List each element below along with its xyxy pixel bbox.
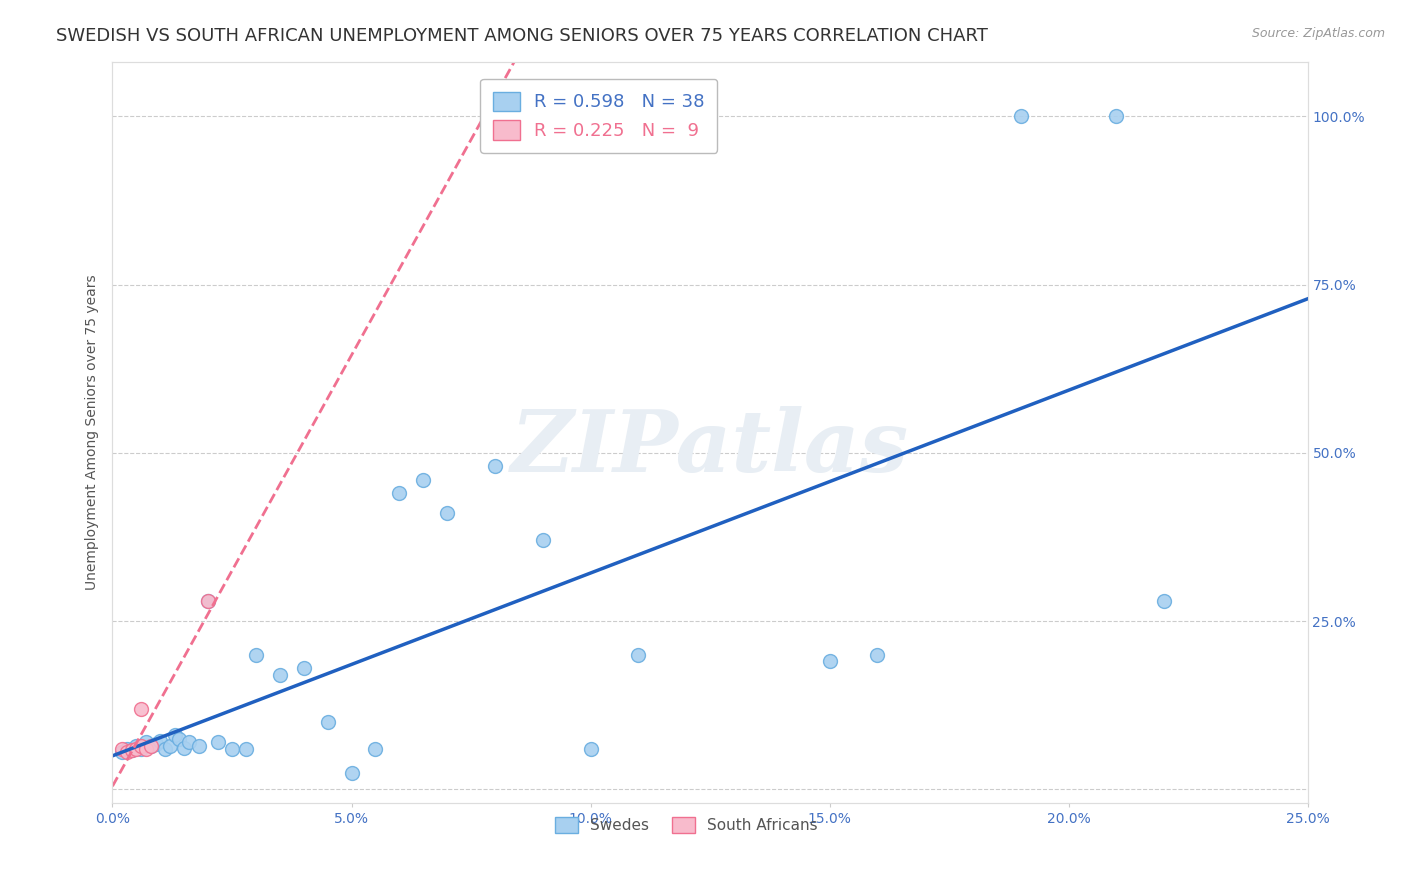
Point [115, 742, 138, 756]
Point [129, 739, 152, 753]
Point [269, 668, 291, 682]
Point [197, 594, 219, 608]
Point [316, 714, 339, 729]
Point [129, 742, 152, 756]
Point [129, 701, 152, 715]
Point [153, 742, 176, 756]
Point [163, 729, 186, 743]
Point [579, 742, 602, 756]
Point [149, 734, 172, 748]
Point [139, 739, 162, 753]
Point [1010, 109, 1032, 123]
Text: Source: ZipAtlas.com: Source: ZipAtlas.com [1251, 27, 1385, 40]
Point [292, 661, 315, 675]
Text: SWEDISH VS SOUTH AFRICAN UNEMPLOYMENT AMONG SENIORS OVER 75 YEARS CORRELATION CH: SWEDISH VS SOUTH AFRICAN UNEMPLOYMENT AM… [56, 27, 988, 45]
Point [388, 486, 411, 500]
Point [121, 743, 143, 757]
Point [169, 731, 191, 746]
Point [111, 742, 134, 756]
Point [135, 742, 157, 756]
Point [187, 739, 209, 753]
Point [135, 735, 157, 749]
Point [121, 743, 143, 757]
Point [364, 742, 387, 756]
Point [177, 735, 200, 749]
Point [436, 507, 458, 521]
Point [245, 648, 267, 662]
Point [125, 739, 148, 753]
Point [818, 655, 841, 669]
Point [340, 765, 363, 780]
Point [866, 648, 889, 662]
Point [173, 740, 195, 755]
Point [197, 594, 219, 608]
Point [484, 459, 506, 474]
Point [115, 745, 138, 759]
Point [111, 745, 134, 759]
Point [1105, 109, 1128, 123]
Point [139, 739, 162, 753]
Point [125, 742, 148, 756]
Point [627, 648, 650, 662]
Y-axis label: Unemployment Among Seniors over 75 years: Unemployment Among Seniors over 75 years [86, 275, 100, 591]
Point [412, 473, 434, 487]
Text: ZIPatlas: ZIPatlas [510, 406, 910, 489]
Legend: Swedes, South Africans: Swedes, South Africans [548, 811, 824, 839]
Point [207, 735, 229, 749]
Point [145, 737, 167, 751]
Point [1153, 594, 1175, 608]
Point [531, 533, 554, 548]
Point [221, 742, 243, 756]
Point [159, 739, 181, 753]
Point [235, 742, 257, 756]
